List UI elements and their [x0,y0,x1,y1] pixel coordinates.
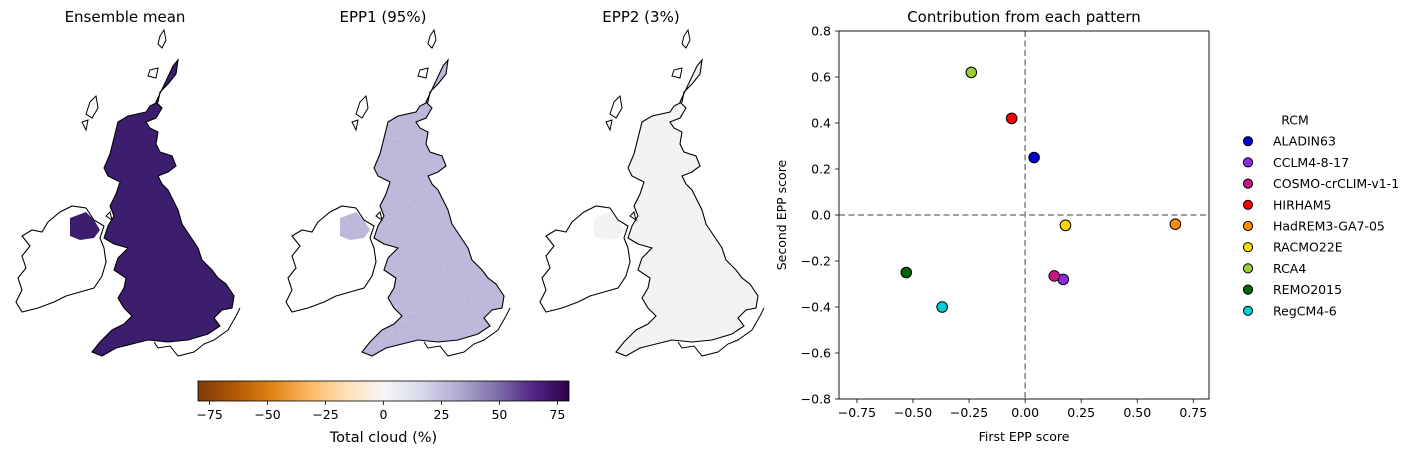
x-tick-label: −0.50 [894,405,932,420]
y-axis-label: Second EPP score [774,159,789,270]
legend-marker-RCA4 [1242,263,1254,274]
coastline-shetland [681,28,691,49]
x-tick-label: −0.75 [838,405,876,420]
point-COSMO-crCLIM-v1-1 [1048,270,1061,282]
point-HIRHAM5 [1005,112,1018,125]
coastline-isle-of-man [105,211,113,222]
coastline-isle-of-man [629,211,637,222]
legend-marker-ALADIN63 [1242,136,1254,147]
legend-marker-RACMO22E [1242,242,1254,253]
coastline-orkney [417,67,429,79]
y-tick-label: 0.2 [811,162,831,177]
y-tick-label: −0.8 [801,392,831,407]
legend-title: RCM [1281,113,1309,128]
coastline-hebrides [351,94,369,132]
legend-label: ALADIN63 [1273,134,1336,149]
map-title-epp1: EPP1 (95%) [340,8,427,26]
legend-marker-HadREM3-GA7-05 [1242,220,1254,232]
y-tick-label: −0.2 [801,254,831,269]
legend-label: RCA4 [1273,261,1306,276]
y-tick-label: 0.4 [811,116,831,131]
x-tick-label: −0.25 [950,405,988,420]
y-tick-label: −0.6 [801,346,831,361]
map-title-mean: Ensemble mean [65,8,186,26]
map-mean [15,28,241,357]
legend-label: RegCM4-6 [1273,303,1337,318]
legend-label: RACMO22E [1273,240,1343,255]
coastline-shetland [157,28,167,49]
map-texture [340,60,504,356]
point-HadREM3-GA7-05 [1169,218,1182,230]
map-texture [594,60,758,356]
colorbar-tick-label: −75 [196,407,222,422]
y-tick-label: 0.0 [811,208,831,223]
legend-label: HadREM3-GA7-05 [1273,219,1385,234]
legend-label: COSMO-crCLIM-v1-1 [1273,176,1399,191]
legend-label: REMO2015 [1273,282,1342,297]
coastline-hebrides [81,94,99,132]
colorbar-tick-label: 50 [491,407,507,422]
point-ALADIN63 [1028,151,1040,164]
legend-marker-CCLM4-8-17 [1242,157,1254,168]
map-title-epp2: EPP2 (3%) [602,8,679,26]
point-RegCM4-6 [936,301,948,313]
coastline-isle-of-man [375,211,383,222]
colorbar [197,380,570,402]
colorbar-label: Total cloud (%) [329,430,437,446]
colorbar-tick-label: −25 [312,407,338,422]
point-RACMO22E [1059,219,1072,232]
map-epp2 [539,28,765,357]
chart-title: Contribution from each pattern [907,8,1141,26]
colorbar-tick-label: 75 [549,407,565,422]
x-tick-label: 0.25 [1067,405,1095,420]
legend-marker-HIRHAM5 [1242,199,1254,210]
legend-marker-REMO2015 [1242,284,1254,295]
y-tick-label: −0.4 [801,300,831,315]
legend-label: HIRHAM5 [1273,197,1331,212]
map-fill-gb [92,60,234,356]
map-fill-ni [70,212,100,240]
coastline-orkney [147,67,159,79]
point-RCA4 [965,66,978,79]
coastline-shetland [427,28,437,49]
x-axis-label: First EPP score [979,429,1070,444]
colorbar-tick-label: 0 [380,407,388,422]
x-tick-label: 0.75 [1179,405,1207,420]
colorbar-tick-label: −50 [254,407,280,422]
coastline-orkney [671,67,683,79]
x-tick-label: 0.50 [1123,405,1151,420]
legend-marker-COSMO-crCLIM-v1-1 [1242,178,1254,189]
legend-label: CCLM4-8-17 [1273,155,1349,170]
coastline-france [423,307,511,357]
point-REMO2015 [900,266,913,279]
y-tick-label: 0.8 [811,24,831,39]
legend-marker-RegCM4-6 [1242,305,1254,316]
coastline-france [677,307,765,357]
coastline-hebrides [605,94,623,132]
colorbar-tick-label: 25 [434,407,450,422]
map-epp1 [285,28,511,357]
y-tick-label: 0.6 [811,70,831,85]
coastline-france [153,307,241,357]
x-tick-label: 0.00 [1011,405,1039,420]
